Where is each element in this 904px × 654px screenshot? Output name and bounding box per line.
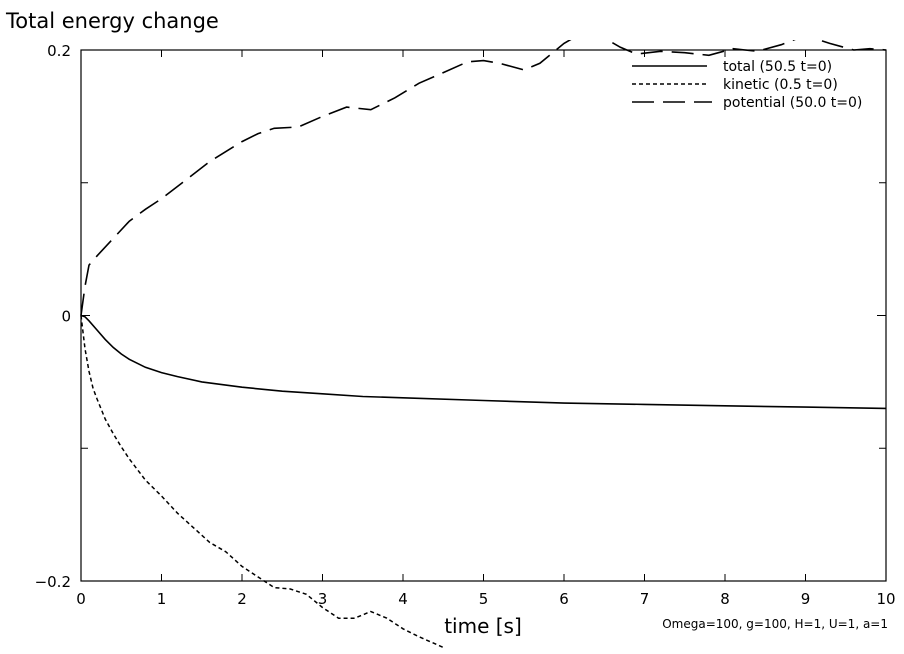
axis-ticks [80, 49, 887, 582]
legend-label-potential: potential (50.0 t=0) [723, 95, 862, 111]
x-tick-label: 8 [720, 590, 730, 608]
x-tick-label: 6 [559, 590, 569, 608]
y-tick-label: 0.2 [47, 42, 71, 60]
legend-label-kinetic: kinetic (0.5 t=0) [723, 77, 838, 93]
x-tick-label: 1 [157, 590, 167, 608]
legend: total (50.5 t=0) kinetic (0.5 t=0) poten… [632, 59, 862, 111]
x-tick-label: 0 [76, 590, 86, 608]
y-tick-labels: 0.2 0 −0.2 [35, 42, 71, 591]
x-tick-label: 5 [479, 590, 489, 608]
x-tick-label: 9 [801, 590, 811, 608]
y-tick-label: −0.2 [35, 573, 71, 591]
x-tick-label: 3 [318, 590, 328, 608]
x-tick-label: 2 [237, 590, 247, 608]
chart-title: Total energy change [5, 9, 219, 33]
parameter-annotation: Omega=100, g=100, H=1, U=1, a=1 [662, 617, 888, 631]
x-axis-label: time [s] [444, 614, 522, 638]
x-tick-label: 4 [398, 590, 408, 608]
series-line-kinetic [80, 315, 444, 649]
x-tick-label: 10 [876, 590, 895, 608]
x-tick-label: 7 [640, 590, 650, 608]
x-tick-labels: 0 1 2 3 4 5 6 7 8 9 10 [76, 590, 895, 608]
series-line-total [80, 314, 887, 410]
plot-frame [80, 49, 887, 582]
y-tick-label: 0 [61, 308, 71, 326]
legend-label-total: total (50.5 t=0) [723, 59, 832, 75]
series-line-potential [80, 40, 887, 316]
